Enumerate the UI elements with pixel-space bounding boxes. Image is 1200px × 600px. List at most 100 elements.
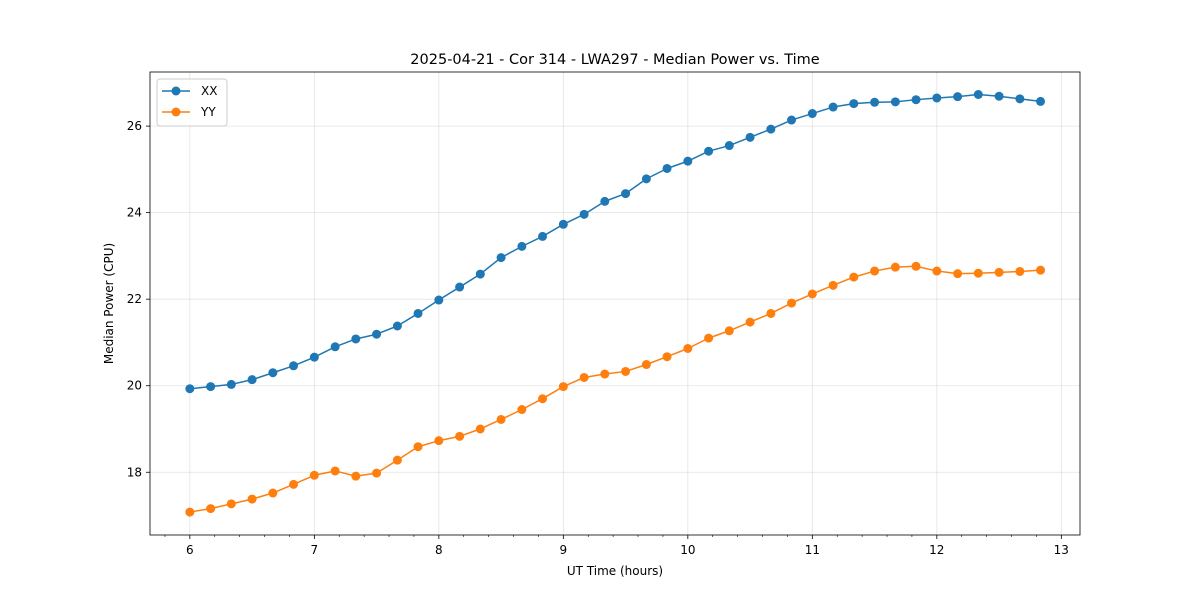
data-point-yy [517, 405, 527, 415]
data-point-xx [932, 93, 942, 103]
series-yy [185, 261, 1046, 517]
data-point-yy [828, 280, 838, 290]
data-point-xx [247, 375, 257, 385]
y-tick-label: 20 [127, 379, 142, 393]
data-point-xx [185, 384, 195, 394]
y-tick-label: 22 [127, 292, 142, 306]
data-point-xx [683, 156, 693, 166]
data-point-xx [662, 163, 672, 173]
data-point-yy [185, 507, 195, 517]
data-point-yy [372, 468, 382, 478]
legend-marker-xx [171, 86, 181, 96]
data-point-yy [496, 414, 506, 424]
data-point-yy [890, 262, 900, 272]
series-layer [185, 90, 1046, 517]
data-point-yy [289, 479, 299, 489]
data-point-xx [994, 91, 1004, 101]
data-point-xx [226, 379, 236, 389]
data-point-xx [268, 368, 278, 378]
data-point-xx [766, 124, 776, 134]
x-tick-label: 7 [311, 543, 319, 557]
data-point-yy [558, 382, 568, 392]
data-point-yy [226, 499, 236, 509]
data-point-yy [745, 317, 755, 327]
data-point-yy [932, 266, 942, 276]
data-point-yy [455, 431, 465, 441]
x-tick-label: 9 [560, 543, 568, 557]
series-xx [185, 90, 1046, 394]
data-point-yy [621, 366, 631, 376]
data-point-yy [704, 333, 714, 343]
data-point-xx [641, 174, 651, 184]
data-point-xx [600, 196, 610, 206]
data-point-xx [621, 189, 631, 199]
data-point-yy [392, 455, 402, 465]
data-point-yy [973, 268, 983, 278]
x-tick-label: 8 [435, 543, 443, 557]
data-point-yy [434, 436, 444, 446]
data-point-xx [496, 253, 506, 263]
data-point-yy [351, 471, 361, 481]
data-point-yy [953, 269, 963, 279]
data-point-yy [787, 298, 797, 308]
data-point-yy [1015, 266, 1025, 276]
chart-title: 2025-04-21 - Cor 314 - LWA297 - Median P… [410, 52, 819, 68]
data-point-xx [704, 146, 714, 156]
data-point-xx [351, 334, 361, 344]
data-point-xx [517, 241, 527, 251]
data-point-xx [206, 382, 216, 392]
plot-frame [149, 71, 1081, 536]
data-point-xx [579, 209, 589, 219]
data-point-xx [475, 269, 485, 279]
data-point-yy [911, 261, 921, 271]
data-point-yy [247, 494, 257, 504]
data-point-xx [807, 109, 817, 119]
data-point-xx [724, 141, 734, 151]
data-point-xx [890, 97, 900, 107]
data-point-xx [1015, 94, 1025, 104]
y-tick-label: 26 [127, 119, 142, 133]
data-point-xx [289, 361, 299, 371]
data-point-xx [911, 95, 921, 105]
legend: XX YY [156, 78, 228, 127]
data-point-xx [538, 231, 548, 241]
data-point-xx [330, 342, 340, 352]
data-point-xx [558, 219, 568, 229]
data-point-xx [455, 282, 465, 292]
x-tick-label: 13 [1054, 543, 1069, 557]
legend-label-yy: YY [200, 105, 216, 119]
data-point-yy [1036, 265, 1046, 275]
data-point-yy [206, 504, 216, 514]
legend-marker-yy [171, 107, 181, 117]
data-point-xx [828, 102, 838, 112]
data-point-xx [745, 132, 755, 142]
data-point-yy [807, 289, 817, 299]
data-point-xx [434, 295, 444, 305]
data-point-yy [994, 267, 1004, 277]
x-tick-label: 11 [805, 543, 820, 557]
data-point-yy [849, 272, 859, 282]
data-point-yy [475, 424, 485, 434]
data-point-yy [538, 394, 548, 404]
data-point-yy [766, 308, 776, 318]
data-point-yy [268, 488, 278, 498]
data-point-xx [392, 321, 402, 331]
data-point-xx [1036, 96, 1046, 106]
data-point-yy [330, 466, 340, 476]
data-point-yy [579, 372, 589, 382]
data-point-xx [787, 115, 797, 125]
data-point-xx [309, 352, 319, 362]
data-point-yy [662, 352, 672, 362]
data-point-yy [870, 266, 880, 276]
x-tick-label: 6 [186, 543, 194, 557]
data-point-xx [870, 97, 880, 107]
data-point-xx [413, 308, 423, 318]
x-axis-label: UT Time (hours) [567, 564, 663, 578]
data-point-xx [849, 99, 859, 109]
data-point-yy [309, 470, 319, 480]
x-tick-label: 10 [680, 543, 695, 557]
y-tick-label: 18 [127, 465, 142, 479]
data-point-xx [372, 329, 382, 339]
data-point-yy [413, 442, 423, 452]
data-point-yy [683, 344, 693, 353]
